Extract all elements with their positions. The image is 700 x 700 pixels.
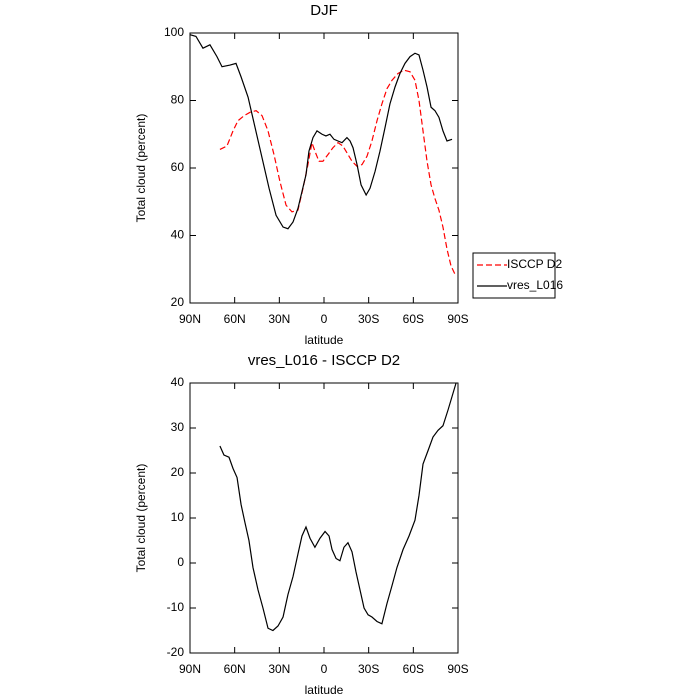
plot-frame xyxy=(189,382,459,654)
legend-box xyxy=(472,252,556,299)
x-tick-label: 30N xyxy=(268,312,290,326)
y-tick-label: 40 xyxy=(171,228,185,242)
y-tick-label: 20 xyxy=(171,295,185,309)
x-tick-label: 60S xyxy=(403,662,424,676)
y-axis-label: Total cloud (percent) xyxy=(134,114,148,223)
y-tick-label: 80 xyxy=(171,93,185,107)
y-tick-label: -20 xyxy=(167,645,185,659)
x-tick-label: 90S xyxy=(447,662,468,676)
plot-frame xyxy=(189,32,459,304)
x-tick-label: 60N xyxy=(224,662,246,676)
y-tick-label: 10 xyxy=(171,510,185,524)
data-line xyxy=(219,382,457,632)
chart-title: DJF xyxy=(310,2,338,19)
x-tick-label: 60S xyxy=(403,312,424,326)
chart-title: vres_L016 - ISCCP D2 xyxy=(248,352,400,369)
legend-label: ISCCP D2 xyxy=(507,257,562,271)
x-tick-label: 90N xyxy=(179,312,201,326)
y-tick-label: 20 xyxy=(171,465,185,479)
x-tick-label: 0 xyxy=(321,662,328,676)
x-axis-label: latitude xyxy=(305,333,344,347)
y-tick-label: 60 xyxy=(171,160,185,174)
x-tick-label: 90N xyxy=(179,662,201,676)
x-tick-label: 30S xyxy=(358,662,379,676)
y-axis-label: Total cloud (percent) xyxy=(134,464,148,573)
y-tick-label: 30 xyxy=(171,420,185,434)
x-tick-label: 60N xyxy=(224,312,246,326)
x-tick-label: 90S xyxy=(447,312,468,326)
y-tick-label: -10 xyxy=(167,600,185,614)
y-tick-label: 40 xyxy=(171,375,185,389)
y-tick-label: 0 xyxy=(177,555,184,569)
data-line xyxy=(189,34,453,230)
y-tick-label: 100 xyxy=(164,25,184,39)
x-tick-label: 0 xyxy=(321,312,328,326)
legend-label: vres_L016 xyxy=(507,278,563,292)
x-axis-label: latitude xyxy=(305,683,344,697)
x-tick-label: 30N xyxy=(268,662,290,676)
x-tick-label: 30S xyxy=(358,312,379,326)
data-line xyxy=(219,69,456,275)
